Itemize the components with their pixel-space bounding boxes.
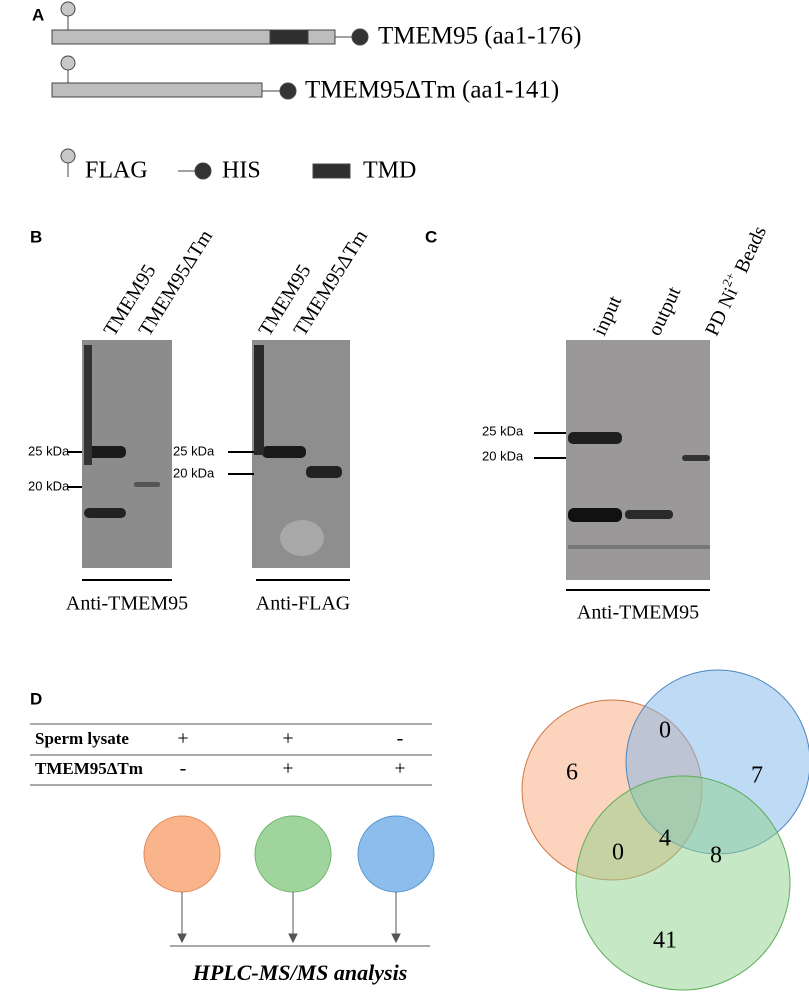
blot (566, 340, 710, 580)
analysis-label: HPLC-MS/MS analysis (192, 960, 408, 985)
samples (143, 815, 435, 947)
table: Sperm lysate + + - TMEM95ΔTm - + + (35, 728, 406, 780)
row-header: Sperm lysate (35, 729, 129, 748)
table-cell: + (177, 728, 188, 750)
panel-label: B (30, 227, 42, 246)
panel-label: D (30, 689, 42, 708)
row-header: TMEM95ΔTm (35, 759, 143, 778)
marker-label: 25 kDa (482, 423, 524, 438)
venn-count: 7 (751, 763, 763, 789)
venn-count: 8 (710, 843, 722, 869)
antibody-label: Anti-TMEM95 (66, 593, 188, 615)
legend-label: HIS (222, 158, 261, 184)
construct-2 (51, 55, 297, 100)
construct-name: TMEM95 (aa1-176) (378, 23, 581, 50)
lane-text: Beads (728, 222, 771, 280)
legend-icons (60, 148, 351, 180)
legend-label: TMD (363, 158, 416, 184)
antibody-label: Anti-FLAG (256, 593, 350, 615)
venn-count: 0 (659, 718, 671, 744)
marker-label: 25 kDa (173, 443, 215, 458)
table-cell: - (397, 728, 404, 750)
venn-count: 6 (566, 760, 578, 786)
construct-name: TMEM95ΔTm (aa1-141) (305, 77, 559, 104)
construct-1 (51, 1, 369, 46)
table-lines (30, 723, 432, 786)
table-cell: + (282, 758, 293, 780)
table-cell: + (282, 728, 293, 750)
marker-label: 20 kDa (482, 448, 524, 463)
venn (521, 669, 809, 991)
blot (82, 340, 172, 568)
lane-label: PD Ni2+ Beads (697, 221, 770, 339)
panel-label: C (425, 227, 437, 246)
table-cell: - (180, 758, 187, 780)
table-cell: + (394, 758, 405, 780)
venn-count: 0 (612, 840, 624, 866)
antibody-label: Anti-TMEM95 (577, 602, 699, 624)
superscript: 2+ (719, 270, 738, 289)
panel-label: A (32, 5, 44, 24)
lane-label: output (644, 283, 686, 339)
marker-label: 20 kDa (28, 478, 70, 493)
venn-count: 4 (659, 826, 671, 852)
blot (252, 340, 350, 568)
venn-count: 41 (653, 928, 677, 954)
legend-label: FLAG (85, 158, 148, 184)
lane-text: PD Ni (701, 284, 742, 340)
marker-label: 25 kDa (28, 443, 70, 458)
lane-label: input (589, 292, 627, 339)
marker-label: 20 kDa (173, 465, 215, 480)
